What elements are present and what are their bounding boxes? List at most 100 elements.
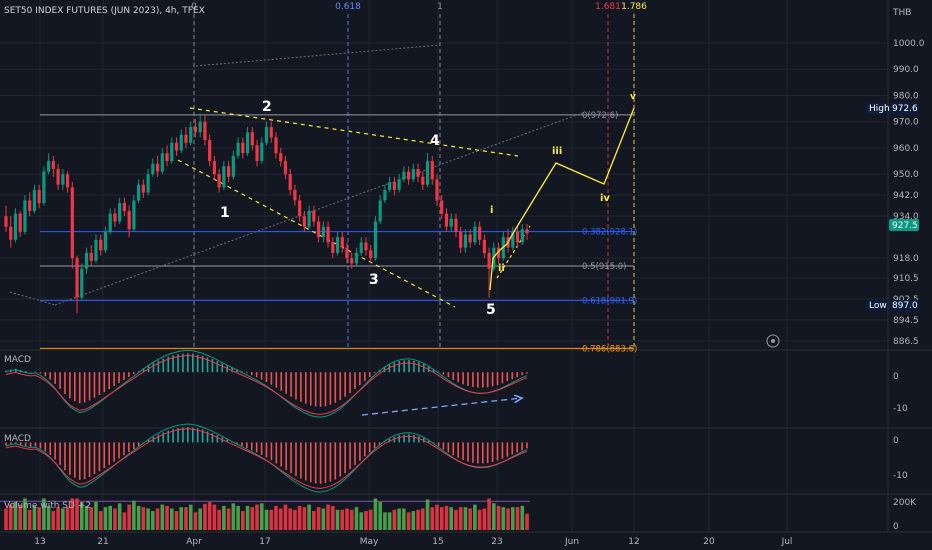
candle-body bbox=[99, 239, 103, 251]
time-tick-label: 13 bbox=[34, 537, 45, 547]
candle-body bbox=[487, 252, 491, 269]
volume-bar bbox=[387, 512, 392, 530]
volume-bar bbox=[18, 504, 23, 530]
candle-body bbox=[174, 142, 179, 151]
volume-bar bbox=[463, 507, 468, 530]
price-tick-label: 1000.0 bbox=[893, 39, 925, 49]
price-axis[interactable]: 1000.0 990.0 980.0 970.0 960.0 950.0 942.0 934.… bbox=[893, 39, 925, 347]
time-tick-label: Apr bbox=[186, 537, 202, 547]
time-tick-label: May bbox=[360, 537, 379, 547]
fib-time-label: 0.618 bbox=[335, 2, 361, 12]
candle-body bbox=[32, 189, 37, 211]
candle-body bbox=[496, 247, 501, 259]
candle-body bbox=[160, 153, 164, 172]
fib-time-label: 1 bbox=[437, 2, 443, 12]
volume-bar bbox=[84, 505, 89, 530]
volume-bar bbox=[117, 503, 122, 530]
volume-bar bbox=[70, 498, 75, 530]
candle-body bbox=[137, 184, 141, 201]
volume-bar bbox=[458, 507, 463, 530]
volume-bar bbox=[496, 505, 501, 530]
fibonacci-time-zones: 0 0.618 1 1.681 1.786 bbox=[191, 2, 647, 350]
candle-body bbox=[402, 171, 406, 180]
volume-bar bbox=[217, 509, 221, 530]
candle-body bbox=[511, 231, 515, 248]
volume-bar bbox=[293, 509, 297, 530]
candle-body bbox=[283, 161, 288, 175]
fibonacci-retracement: 0(972.6) 0.382(928.1) 0.5(915.0) 0.618(901.… bbox=[40, 111, 637, 354]
volume-bar bbox=[297, 505, 302, 530]
price-tick-label: 990.0 bbox=[893, 65, 919, 75]
candle-body bbox=[227, 166, 231, 177]
candle-body bbox=[108, 213, 112, 232]
candle-body bbox=[75, 258, 79, 298]
volume-bar bbox=[79, 502, 84, 530]
volume-bar bbox=[193, 512, 198, 530]
volume-bar bbox=[307, 504, 311, 530]
candle-body bbox=[515, 231, 520, 243]
candle-body bbox=[397, 179, 401, 190]
candle-body bbox=[155, 163, 160, 172]
candle-body bbox=[354, 252, 359, 264]
volume-bar bbox=[364, 511, 368, 530]
candle-body bbox=[388, 182, 392, 190]
price-tick-label: 902.5 bbox=[893, 295, 919, 305]
volume-bar bbox=[75, 498, 79, 530]
candle-body bbox=[421, 176, 425, 185]
high-value: 972.6 bbox=[892, 104, 918, 114]
replay-icon[interactable] bbox=[766, 334, 780, 348]
macd-pane-1 bbox=[5, 349, 528, 418]
candle-body bbox=[406, 171, 411, 180]
volume-tick: 200K bbox=[893, 498, 917, 508]
wave-labels: 1 2 3 4 5 i ii iii iv v bbox=[220, 92, 636, 318]
fib-time-label: 1.681 bbox=[595, 2, 621, 12]
volume-bar bbox=[515, 507, 520, 530]
time-axis[interactable]: 13 21 Apr 17 May 15 23 Jun 12 20 Jul bbox=[34, 537, 792, 547]
candle-body bbox=[373, 221, 378, 259]
fib-retracement-label: 0.382(928.1) bbox=[582, 228, 637, 238]
volume-bar bbox=[65, 507, 70, 530]
volume-bar bbox=[122, 512, 127, 530]
candle-body bbox=[440, 200, 444, 214]
volume-bar bbox=[487, 498, 491, 530]
fib-time-label: 0 bbox=[191, 2, 197, 12]
macd-2-signal-line bbox=[5, 428, 528, 489]
candle-body bbox=[298, 200, 302, 217]
macd-1-signal-line bbox=[5, 354, 528, 415]
volume-bar bbox=[108, 505, 112, 530]
low-label: Low bbox=[869, 301, 887, 311]
volume-bar bbox=[473, 504, 477, 530]
volume-bar bbox=[169, 508, 174, 530]
candle-body bbox=[340, 237, 344, 248]
candle-body bbox=[122, 203, 127, 211]
candle-body bbox=[369, 250, 373, 259]
volume-bar bbox=[226, 508, 231, 530]
candle-body bbox=[132, 200, 136, 230]
macd-2-tick: -10 bbox=[893, 471, 908, 481]
volume-bar bbox=[4, 508, 8, 530]
volume-bar bbox=[349, 509, 354, 530]
volume-bar bbox=[98, 511, 103, 530]
volume-bar bbox=[160, 504, 165, 530]
volume-bar bbox=[113, 508, 117, 530]
subwave-support-line bbox=[496, 225, 531, 279]
volume-bar bbox=[174, 511, 179, 530]
low-marker: Low 897.0 bbox=[866, 300, 919, 311]
volume-bar bbox=[32, 505, 37, 530]
volume-bar bbox=[501, 507, 506, 530]
volume-bar bbox=[454, 509, 458, 530]
candle-body bbox=[179, 134, 183, 151]
volume-bar bbox=[383, 512, 387, 530]
volume-bar bbox=[132, 500, 136, 530]
volume-bar bbox=[468, 508, 472, 530]
subwave-label-v: v bbox=[630, 92, 636, 102]
candle-body bbox=[317, 221, 321, 238]
volume-bar bbox=[207, 502, 212, 530]
volume-bar bbox=[345, 508, 349, 530]
volume-bar bbox=[94, 502, 98, 530]
time-tick-label: 15 bbox=[432, 537, 443, 547]
candle-body bbox=[326, 226, 330, 243]
candle-body bbox=[425, 161, 430, 185]
